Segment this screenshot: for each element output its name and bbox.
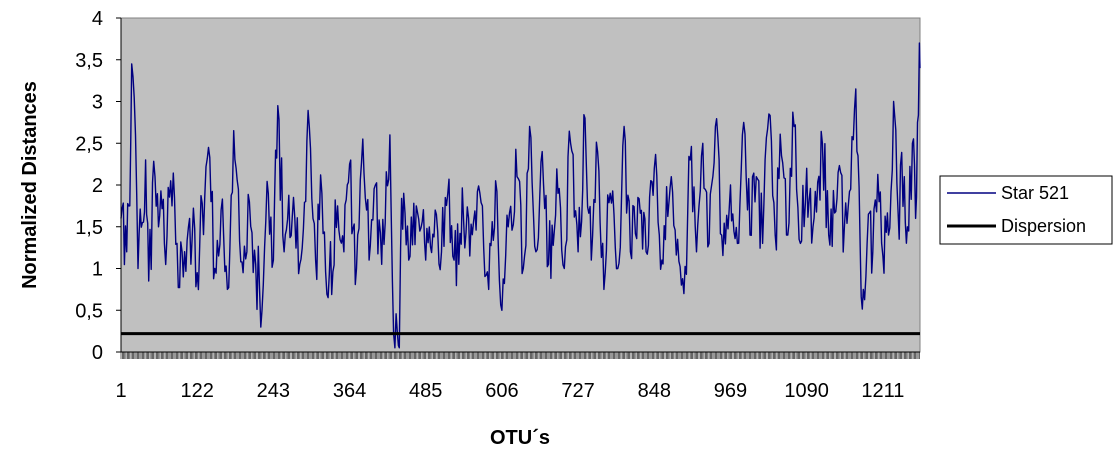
x-tick-label: 969 xyxy=(714,380,747,402)
legend: Star 521 Dispersion xyxy=(939,175,1113,245)
legend-label-star-521: Star 521 xyxy=(1001,183,1069,203)
x-tick-label: 848 xyxy=(638,380,671,402)
y-tick-label: 0,5 xyxy=(75,300,103,322)
legend-label-dispersion: Dispersion xyxy=(1001,216,1086,236)
x-axis-ticks xyxy=(120,352,920,359)
y-tick-label: 2 xyxy=(92,175,103,197)
x-tick-label: 1211 xyxy=(861,380,904,402)
x-tick-label: 1 xyxy=(115,380,126,402)
x-tick-label: 727 xyxy=(561,380,594,402)
tick-layer: 0 0,5 1 1,5 2 2,5 3 3,5 4 1 122 243 364 485 606 727 848 9… xyxy=(75,8,904,402)
y-tick-label: 3,5 xyxy=(75,50,103,72)
y-tick-label: 3 xyxy=(92,92,103,114)
x-tick-label: 485 xyxy=(409,380,442,402)
y-tick-label: 1,5 xyxy=(75,217,103,239)
x-tick-label: 243 xyxy=(257,380,290,402)
x-tick-label: 122 xyxy=(180,380,213,402)
x-tick-label: 364 xyxy=(333,380,366,402)
x-tick-label: 606 xyxy=(485,380,518,402)
y-axis-title: Normalized Distances xyxy=(19,81,41,289)
series-layer xyxy=(120,42,921,349)
y-tick-label: 0 xyxy=(92,342,103,364)
y-tick-label: 2,5 xyxy=(75,133,103,155)
plot-area xyxy=(120,17,921,353)
legend-box xyxy=(939,175,1113,245)
x-tick-label: 1090 xyxy=(784,380,829,402)
x-axis-title: OTU´s xyxy=(490,427,550,449)
y-tick-label: 4 xyxy=(92,8,103,30)
y-tick-label: 1 xyxy=(92,259,103,281)
series-star-521-line xyxy=(120,42,921,349)
